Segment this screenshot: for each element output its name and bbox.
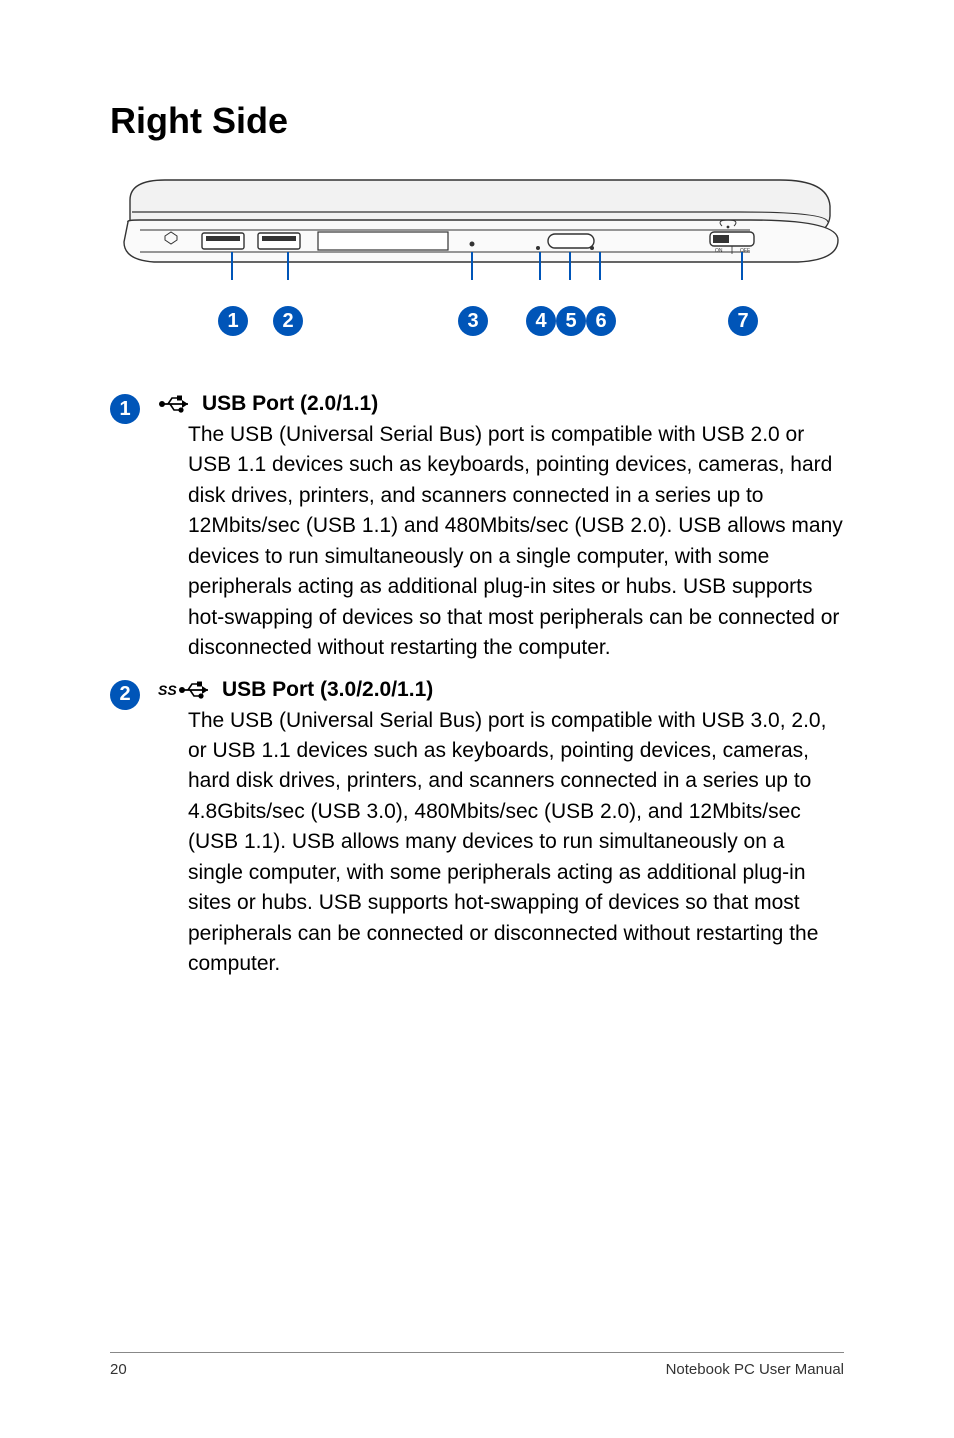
page-footer: 20 Notebook PC User Manual [110,1352,844,1378]
callout-4: 4 [526,306,556,336]
laptop-right-side-figure: ON OFF [110,172,844,302]
section-title: Right Side [110,100,844,142]
doc-title: Notebook PC User Manual [666,1361,844,1378]
callout-5: 5 [556,306,586,336]
svg-text:SS: SS [158,682,177,698]
entry-num-1: 1 [110,394,140,424]
entry-usb2: 1 USB Port (2.0/1.1) The USB (Univer [110,392,844,664]
entry-num-2: 2 [110,680,140,710]
page-number: 20 [110,1361,127,1378]
entry-2-heading: USB Port (3.0/2.0/1.1) [222,678,433,702]
callout-3: 3 [458,306,488,336]
entry-1-heading: USB Port (2.0/1.1) [202,392,378,416]
usb3-icon: SS [158,679,212,701]
callout-6: 6 [586,306,616,336]
svg-text:ON: ON [715,248,723,254]
entry-2-body: The USB (Universal Serial Bus) port is c… [188,706,844,980]
callout-7: 7 [728,306,758,336]
callout-1: 1 [218,306,248,336]
figure-callouts: 1 2 3 4 5 6 7 [110,306,844,342]
entry-usb3: 2 SS [110,678,844,980]
callout-2: 2 [273,306,303,336]
entry-1-body: The USB (Universal Serial Bus) port is c… [188,420,844,664]
usb-icon [158,393,192,415]
